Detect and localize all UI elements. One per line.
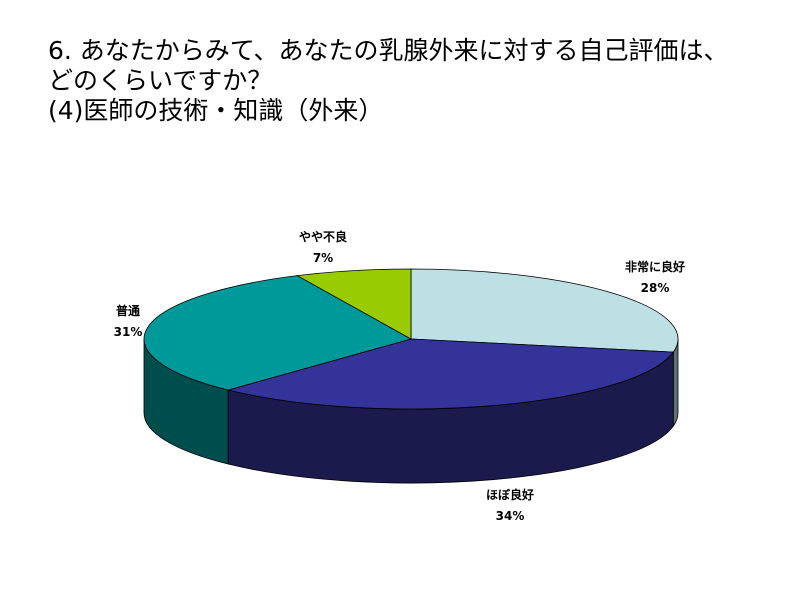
data-label-category-2: ほぼ良好 xyxy=(486,487,534,502)
chart-title-line-2: どのくらいですか？ xyxy=(48,66,273,95)
chart-title-line-3: (4)医師の技術・知識（外来） xyxy=(48,96,384,125)
pie-side-1 xyxy=(672,338,679,428)
data-label-value-1: 28% xyxy=(641,281,670,295)
pie-slice-3 xyxy=(143,275,413,391)
chart-title: 6. あなたからみて、あなたの乳腺外来に対する自己評価は、 どのくらいですか？ … xyxy=(48,36,729,126)
pie-slice-4 xyxy=(296,268,412,340)
chart-title-line-1: 6. あなたからみて、あなたの乳腺外来に対する自己評価は、 xyxy=(48,36,729,65)
pie-slice-1 xyxy=(410,268,679,353)
data-label-value-2: 34% xyxy=(496,509,525,523)
data-label-category-4: やや不良 xyxy=(299,229,347,244)
data-label-value-3: 31% xyxy=(114,325,143,339)
pie-slice-2 xyxy=(226,338,675,410)
data-label-category-1: 非常に良好 xyxy=(625,259,685,274)
data-label-value-4: 7% xyxy=(313,251,333,265)
data-label-category-3: 普通 xyxy=(116,303,140,318)
